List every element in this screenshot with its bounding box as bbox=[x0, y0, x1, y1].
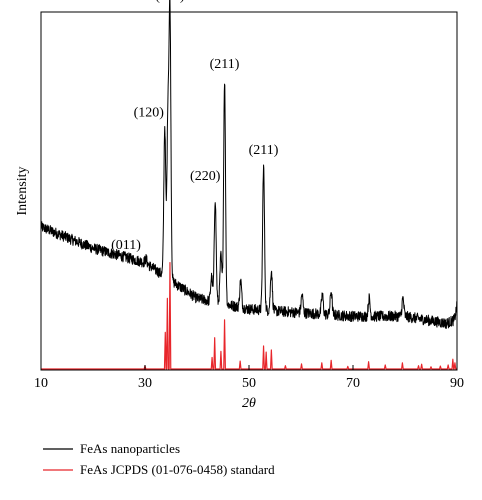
series-layer bbox=[40, 0, 458, 370]
peak-annotation: (111) bbox=[155, 0, 185, 4]
x-tick-label: 70 bbox=[346, 376, 360, 391]
legend-label-standard: FeAs JCPDS (01-076-0458) standard bbox=[80, 462, 275, 477]
peak-annotation: (011) bbox=[111, 238, 141, 253]
y-axis-label: Intensity bbox=[15, 167, 30, 216]
series-line-nanoparticles bbox=[40, 0, 458, 329]
tick-layer: 10 30 50 70 90 bbox=[34, 365, 464, 391]
x-axis-label: 2θ bbox=[242, 396, 256, 411]
x-tick-label: 30 bbox=[138, 376, 152, 391]
legend-label-nanoparticles: FeAs nanoparticles bbox=[80, 441, 180, 456]
peak-annotation: (220) bbox=[190, 169, 221, 184]
x-tick-label: 90 bbox=[450, 376, 464, 391]
peak-annotation: (211) bbox=[249, 143, 279, 158]
legend: FeAs nanoparticles FeAs JCPDS (01-076-04… bbox=[43, 441, 275, 477]
annotation-layer: (011) (120) (111) (220) (211) (211) bbox=[111, 0, 279, 253]
series-line-standard bbox=[41, 262, 457, 370]
peak-annotation: (211) bbox=[210, 57, 240, 72]
x-tick-label: 10 bbox=[34, 376, 48, 391]
peak-annotation: (120) bbox=[134, 106, 165, 121]
x-tick-label: 50 bbox=[242, 376, 256, 391]
